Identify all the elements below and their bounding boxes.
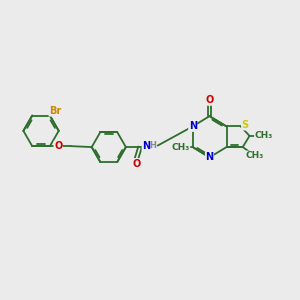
Text: H: H	[149, 141, 156, 150]
Text: O: O	[132, 158, 141, 169]
Text: N: N	[206, 152, 214, 162]
Text: N: N	[142, 141, 150, 151]
Text: O: O	[54, 141, 62, 151]
Text: CH₃: CH₃	[172, 142, 190, 152]
Text: N: N	[189, 122, 197, 131]
Text: Br: Br	[49, 106, 61, 116]
Text: O: O	[206, 95, 214, 105]
Text: S: S	[242, 120, 249, 130]
Text: CH₃: CH₃	[246, 151, 264, 160]
Text: CH₃: CH₃	[254, 131, 273, 140]
